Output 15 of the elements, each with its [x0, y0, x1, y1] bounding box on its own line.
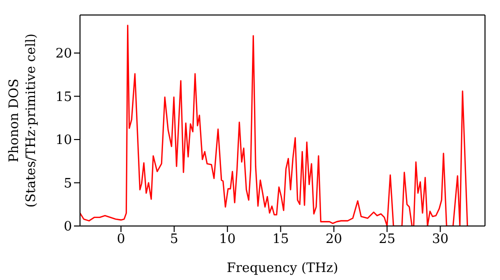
- x-axis-title: Frequency (THz): [226, 261, 338, 276]
- x-tick-label: 10: [219, 232, 236, 248]
- x-tick-label: 0: [116, 232, 126, 248]
- line-series: [80, 24, 468, 226]
- x-tick-label: 25: [378, 232, 396, 248]
- y-tick-label: 5: [64, 176, 72, 192]
- y-tick-label: 10: [55, 133, 72, 148]
- x-tick-label: 30: [432, 232, 449, 248]
- y-tick-label: 0: [64, 220, 72, 235]
- x-tick-label: 20: [326, 232, 342, 248]
- y-axis-title: Phonon DOS (States/THz·primitive cell): [7, 33, 39, 208]
- y-tick-label: 15: [55, 90, 72, 105]
- x-tick-label: 5: [170, 232, 178, 248]
- y-tick-label: 20: [55, 46, 72, 62]
- x-tick-label: 15: [272, 232, 289, 248]
